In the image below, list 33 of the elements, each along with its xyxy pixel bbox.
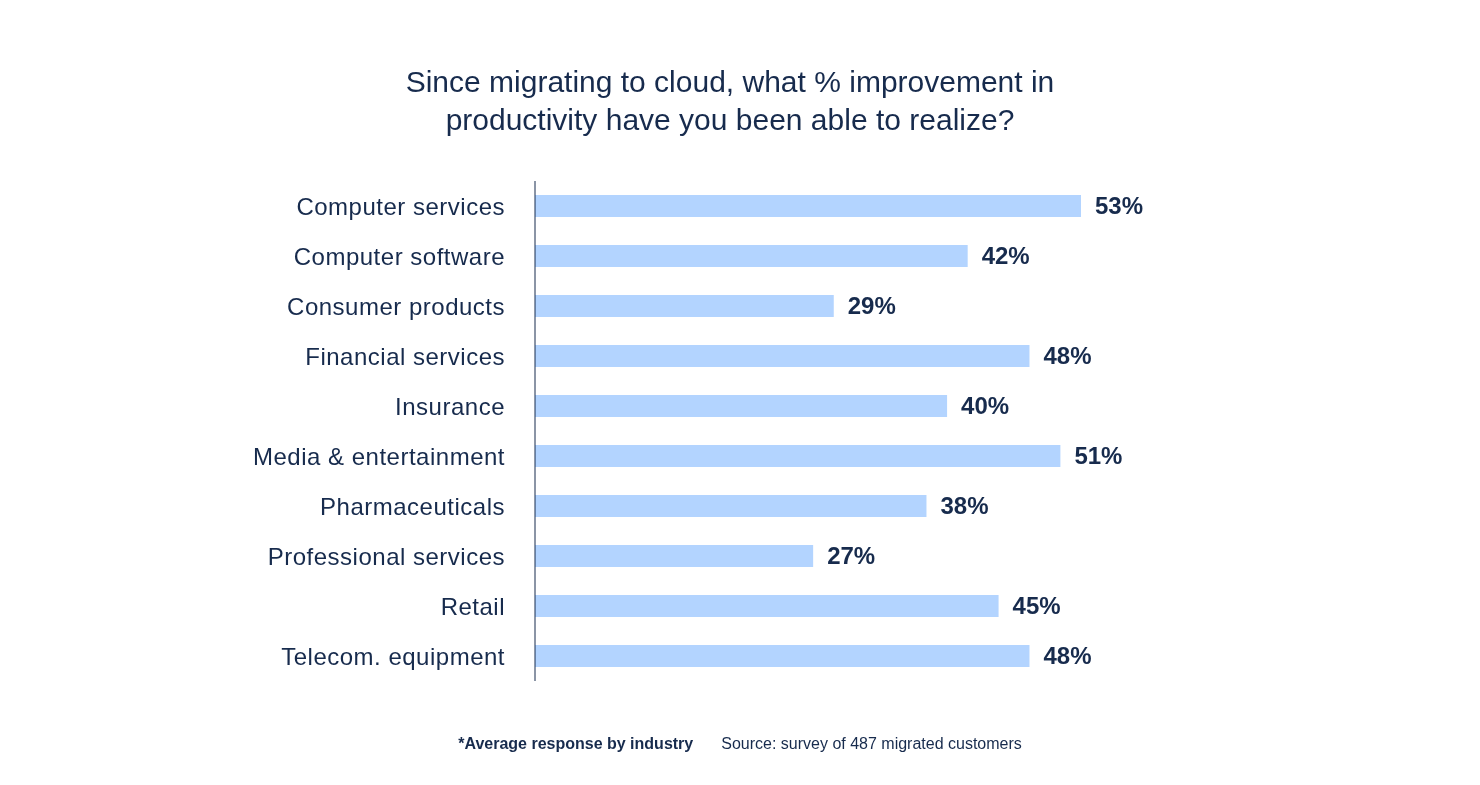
data-label: 29% [847,292,896,320]
data-label: 27% [827,542,876,570]
bar [535,245,968,267]
y-tick-label: Media & entertainment [253,442,505,470]
bar [535,445,1061,467]
data-label: 53% [1095,192,1144,220]
source-note: Source: survey of 487 migrated customers [721,735,1022,753]
data-label: 48% [1043,642,1092,670]
chart-title: Since migrating to cloud, what % improvement in productivity have you been able to realize? [404,64,1056,138]
data-label: 51% [1074,442,1123,470]
y-tick-label: Computer services [296,192,505,220]
bar [535,595,999,617]
data-label: 45% [1012,592,1061,620]
y-tick-label: Computer software [293,242,505,270]
bar [535,545,814,567]
bar [535,195,1081,217]
bar [535,495,927,517]
y-tick-label: Professional services [267,542,505,570]
y-tick-label: Financial services [305,342,505,370]
y-tick-label: Insurance [395,392,505,420]
data-label: 38% [940,492,989,520]
y-tick-label: Retail [440,592,505,620]
y-tick-label: Telecom. equipment [281,642,505,670]
y-tick-label: Pharmaceuticals [320,492,505,520]
bar [535,345,1030,367]
bar [535,295,834,317]
y-tick-label: Consumer products [287,292,505,320]
data-label: 48% [1043,342,1092,370]
data-label: 40% [961,392,1010,420]
data-label: 42% [981,242,1030,270]
bar [535,395,948,417]
bar [535,645,1030,667]
text: *Average response by industry [458,735,694,753]
